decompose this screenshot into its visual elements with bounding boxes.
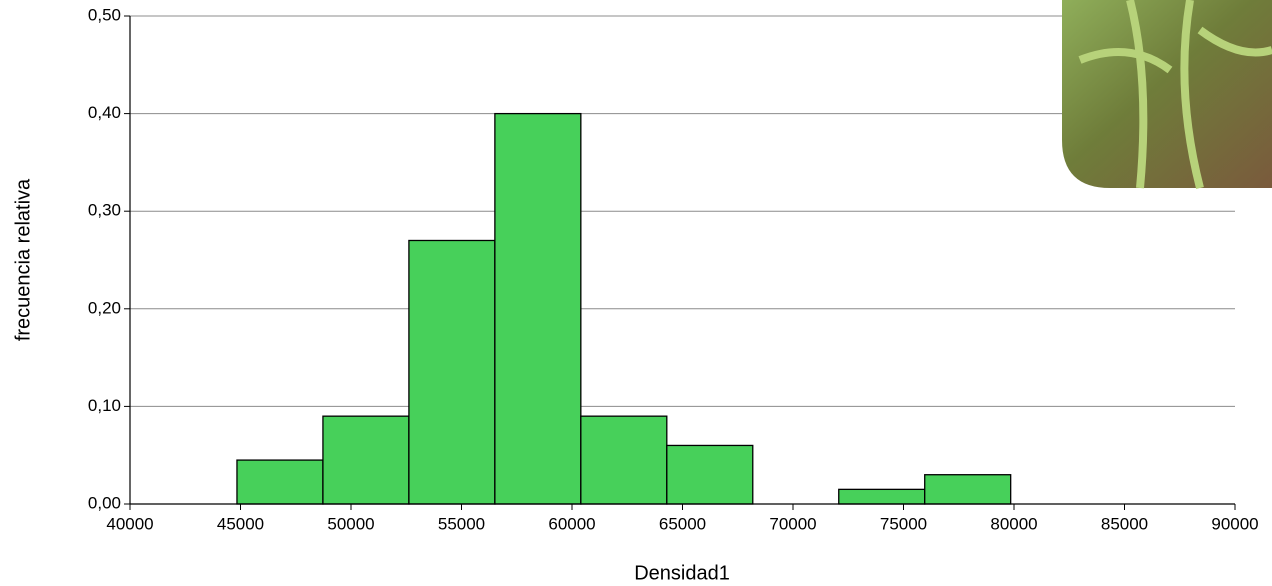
corner-photo: [1062, 0, 1272, 188]
bar: [408, 239, 496, 505]
bar: [580, 415, 668, 505]
y-tick-label: 0,30: [88, 201, 121, 220]
bar: [494, 112, 582, 505]
x-tick-label: 75000: [880, 514, 927, 533]
x-tick-label: 85000: [1101, 514, 1148, 533]
x-axis-title: Densidad1: [634, 562, 730, 584]
bar: [838, 488, 926, 505]
photo-leaves: [1078, 0, 1272, 189]
x-tick-label: 65000: [659, 514, 706, 533]
x-tick-label: 70000: [769, 514, 816, 533]
x-tick-label: 50000: [327, 514, 374, 533]
y-tick-label: 0,10: [88, 396, 121, 415]
x-tick-label: 80000: [990, 514, 1037, 533]
bar: [322, 415, 410, 505]
x-tick-label: 45000: [217, 514, 264, 533]
y-tick-label: 0,40: [88, 103, 121, 122]
x-tick-label: 40000: [106, 514, 153, 533]
y-tick-label: 0,50: [88, 5, 121, 24]
y-tick-label: 0,00: [88, 493, 121, 512]
bar: [236, 459, 324, 505]
bar: [924, 474, 1012, 505]
x-tick-label: 60000: [548, 514, 595, 533]
x-tick-label: 90000: [1211, 514, 1258, 533]
y-tick-label: 0,20: [88, 298, 121, 317]
bar: [666, 444, 754, 505]
x-tick-label: 55000: [438, 514, 485, 533]
y-axis-title: frecuencia relativa: [12, 178, 34, 341]
